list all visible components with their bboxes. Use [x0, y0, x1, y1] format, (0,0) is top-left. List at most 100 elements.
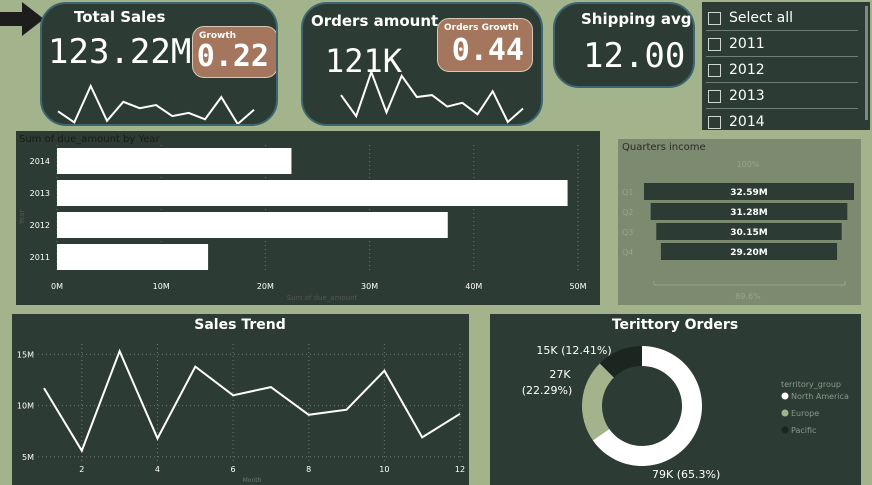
due-amount-bar-chart: Sum of due_amount by Year 0M 10M 20M 30M 40M 5… [18, 134, 587, 302]
total-sales-card[interactable]: Total Sales 123.22M Growth 0.22 [40, 2, 278, 126]
funnel-bar [660, 243, 838, 260]
y-tick-label: 2011 [30, 253, 50, 262]
slicer-item-2012[interactable]: 2012 [708, 60, 765, 80]
scrollbar[interactable] [865, 6, 868, 120]
donut-slice [592, 346, 702, 466]
slicer-item-2014[interactable]: 2014 [708, 112, 765, 132]
legend-entry: Europe [791, 409, 819, 418]
funnel-category-label: Q1 [622, 188, 633, 197]
bar [57, 244, 209, 270]
slicer-item-select-all[interactable]: Select all [708, 8, 793, 28]
slice-data-label: 15K (12.41%) [536, 344, 611, 357]
legend-title: territory_group [781, 380, 841, 389]
chart-title: Terittory Orders [612, 317, 738, 333]
shipping-avg-card[interactable]: Shipping avg 12.00 [553, 2, 695, 88]
funnel-data-label: 30.15M [730, 228, 767, 238]
legend-marker [781, 426, 789, 434]
chart-title: Quarters income [622, 142, 706, 153]
divider [706, 108, 858, 109]
orders-amount-value: 121K [325, 42, 403, 80]
funnel-category-label: Q4 [622, 248, 633, 257]
sales-trend-panel: Sales Trend 5M 10M 15M 2 4 6 8 10 12 Month [12, 314, 469, 485]
growth-badge: Growth 0.22 [192, 26, 276, 78]
sales-trend-series [43, 348, 461, 453]
slicer-item-label: 2011 [729, 36, 765, 52]
funnel-bracket [653, 281, 846, 286]
orders-growth-value: 0.44 [451, 33, 524, 68]
slicer-item-label: 2012 [729, 62, 765, 78]
funnel-category-label: Q2 [622, 208, 633, 217]
orders-growth-label: Orders Growth [444, 23, 519, 33]
right-arrow-icon [0, 2, 44, 36]
total-sales-title: Total Sales [74, 8, 166, 26]
funnel-bottom-label: 89.6% [735, 292, 761, 301]
x-tick-label: 10M [153, 282, 170, 291]
x-axis-label: Sum of due_amount [287, 294, 358, 302]
divider [706, 82, 858, 83]
divider [706, 56, 858, 57]
bar [57, 148, 292, 174]
checkbox[interactable] [708, 37, 721, 51]
divider [706, 30, 858, 31]
slice-data-label-value: 27K [549, 368, 571, 381]
slicer-item-label: 2013 [729, 88, 765, 104]
due-amount-by-year-panel: Sum of due_amount by Year 0M 10M 20M 30M 40M 5… [16, 131, 600, 305]
x-axis-label: Month [243, 477, 262, 484]
y-axis-label: Year [18, 209, 26, 225]
x-tick-label: 20M [257, 282, 274, 291]
y-tick-label: 2013 [30, 189, 50, 198]
funnel-bar [656, 223, 842, 240]
slicer-item-label: Select all [729, 10, 793, 26]
year-slicer[interactable]: Select all 2011 2012 2013 2014 [702, 2, 870, 130]
total-sales-value: 123.22M [48, 32, 192, 72]
x-tick-label: 50M [569, 282, 586, 291]
slice-data-label-percent: (22.29%) [522, 384, 573, 397]
funnel-category-label: Q3 [622, 228, 633, 237]
orders-amount-sparkline [340, 70, 524, 124]
x-tick-label: 10 [379, 465, 389, 474]
bar [57, 212, 448, 238]
donut-slice [599, 346, 642, 378]
y-tick-label: 10M [17, 402, 34, 411]
x-tick-label: 12 [455, 465, 465, 474]
y-tick-label: 15M [17, 350, 34, 359]
orders-amount-card[interactable]: Orders amount 121K Orders Growth 0.44 [301, 2, 543, 126]
funnel-data-label: 32.59M [730, 188, 767, 198]
checkbox[interactable] [708, 115, 721, 129]
slicer-item-2013[interactable]: 2013 [708, 86, 765, 106]
funnel-bar [650, 203, 848, 220]
sparkline-series [57, 84, 255, 124]
growth-label: Growth [199, 31, 237, 41]
chart-title: Sum of due_amount by Year [19, 134, 161, 145]
slicer-item-2011[interactable]: 2011 [708, 34, 765, 54]
slice-data-label: 79K (65.3%) [652, 468, 720, 481]
territory-orders-donut-chart: Terittory Orders 79K (65.3%) 27K (22.29%) 15… [522, 317, 849, 481]
quarters-income-panel: Quarters income 100% 32.59M Q1 31.28M Q2 30.15… [618, 139, 861, 305]
legend-entry: Pacific [791, 426, 816, 435]
quarters-income-funnel: Quarters income 100% 32.59M Q1 31.28M Q2 30.15… [622, 142, 854, 301]
x-tick-label: 2 [79, 465, 84, 474]
funnel-data-label: 31.28M [730, 208, 767, 218]
orders-growth-badge: Orders Growth 0.44 [437, 18, 533, 72]
checkbox[interactable] [708, 63, 721, 77]
checkbox[interactable] [708, 11, 721, 25]
y-tick-label: 5M [22, 453, 34, 462]
y-tick-label: 2014 [30, 157, 50, 166]
x-tick-label: 4 [155, 465, 160, 474]
checkbox[interactable] [708, 89, 721, 103]
sparkline-series [340, 70, 524, 124]
legend-marker [781, 409, 789, 417]
funnel-data-label: 29.20M [730, 248, 767, 258]
slicer-item-label: 2014 [729, 114, 765, 130]
y-tick-label: 2012 [30, 221, 50, 230]
sales-trend-line-chart: Sales Trend 5M 10M 15M 2 4 6 8 10 12 Month [17, 317, 465, 484]
shipping-avg-title: Shipping avg [581, 10, 692, 28]
orders-amount-title: Orders amount [311, 12, 439, 30]
x-tick-label: 30M [361, 282, 378, 291]
territory-orders-panel: Terittory Orders 79K (65.3%) 27K (22.29%) 15… [490, 314, 861, 485]
donut-slice [582, 363, 614, 441]
x-tick-label: 8 [306, 465, 311, 474]
legend-entry: North America [791, 392, 849, 401]
legend-marker [781, 392, 789, 400]
x-tick-label: 6 [231, 465, 236, 474]
